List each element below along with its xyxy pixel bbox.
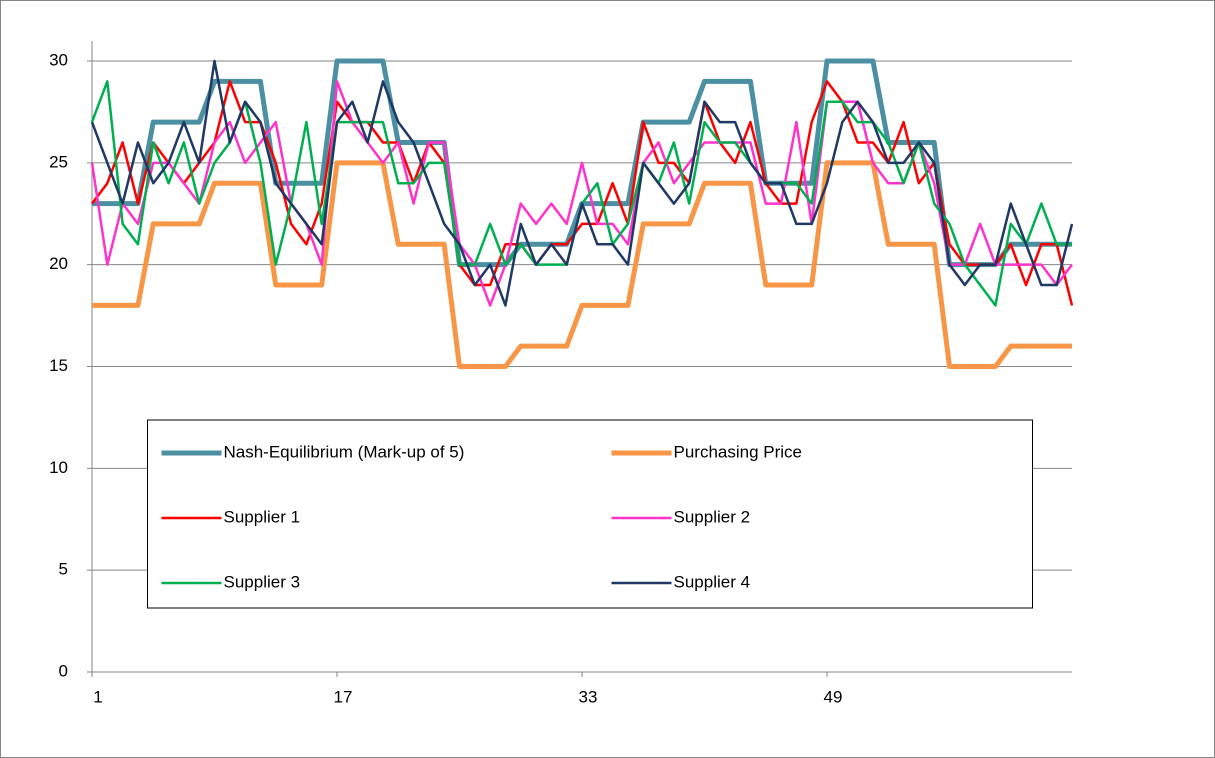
x-tick-label: 17 [334,687,353,706]
legend-label: Supplier 3 [224,572,301,591]
legend-label: Nash-Equilibrium (Mark-up of 5) [224,442,465,461]
series-line [91,80,1074,306]
legend-box [147,419,1033,609]
legend-label: Supplier 2 [674,507,751,526]
y-tick-label: 25 [49,152,68,171]
y-tick-label: 5 [59,560,68,579]
x-tick-label: 1 [93,687,102,706]
y-tick-label: 20 [49,254,68,273]
y-tick-label: 0 [59,661,68,680]
series-line [92,160,1072,369]
x-tick-label: 33 [579,687,598,706]
y-tick-label: 10 [49,458,68,477]
legend-label: Purchasing Price [674,442,803,461]
y-tick-label: 30 [49,50,68,69]
legend-label: Supplier 1 [224,507,301,526]
legend-label: Supplier 4 [674,572,751,591]
series-line [90,59,1074,307]
x-tick-label: 49 [824,687,843,706]
y-tick-label: 15 [49,356,68,375]
